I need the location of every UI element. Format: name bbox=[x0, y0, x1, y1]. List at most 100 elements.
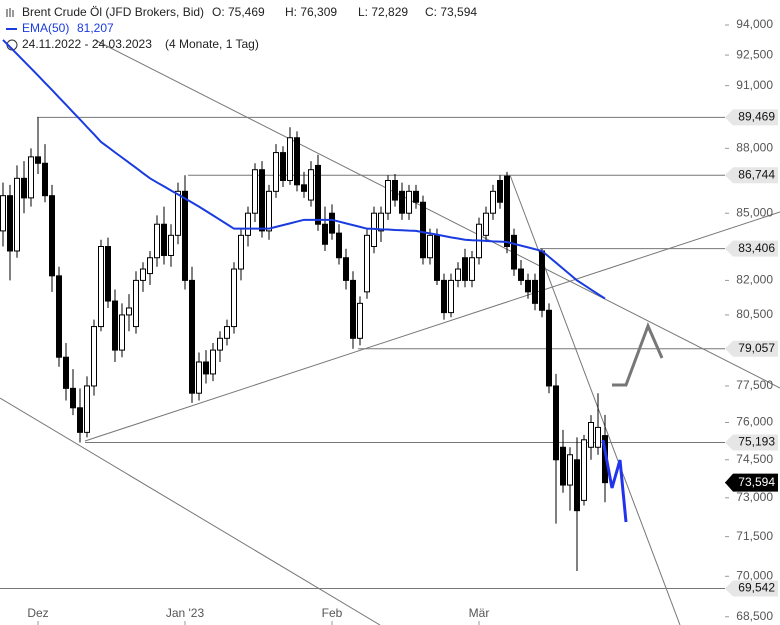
level-label: 86,744 bbox=[738, 167, 775, 181]
candle-body bbox=[126, 307, 132, 316]
candle-body bbox=[581, 439, 587, 501]
y-tick-label: 85,000 bbox=[736, 205, 773, 219]
trend-line bbox=[0, 397, 381, 625]
candle-body bbox=[245, 212, 251, 236]
y-tick-label: 91,000 bbox=[736, 78, 773, 92]
candle-body bbox=[259, 169, 265, 232]
candle-body bbox=[518, 268, 524, 281]
y-tick-label: 74,500 bbox=[736, 452, 773, 466]
candle-body bbox=[364, 234, 370, 293]
candle-body bbox=[553, 385, 559, 461]
y-tick-label: 82,000 bbox=[736, 273, 773, 287]
candle-body bbox=[217, 337, 223, 351]
candle-body bbox=[378, 212, 384, 232]
candle-body bbox=[21, 177, 27, 199]
y-tick-label: 88,000 bbox=[736, 141, 773, 155]
candle-body bbox=[357, 302, 363, 339]
candle-body bbox=[462, 257, 468, 281]
level-label: 83,406 bbox=[738, 241, 775, 255]
y-tick-label: 68,500 bbox=[736, 609, 773, 623]
instrument-title: Brent Crude Öl (JFD Brokers, Bid) bbox=[22, 5, 204, 19]
candle-body bbox=[287, 137, 293, 181]
candle-body bbox=[56, 275, 62, 358]
level-label: 75,193 bbox=[738, 435, 775, 449]
level-label: 89,469 bbox=[738, 110, 775, 124]
y-tick-label: 80,500 bbox=[736, 307, 773, 321]
candle-body bbox=[336, 232, 342, 259]
x-tick-label: Feb bbox=[322, 606, 343, 620]
ohlc-label: O: 75,469 bbox=[212, 5, 265, 19]
y-tick-label: 73,000 bbox=[736, 490, 773, 504]
x-tick-label: Dez bbox=[27, 606, 48, 620]
candle-body bbox=[112, 300, 118, 351]
candle-body bbox=[483, 212, 489, 236]
candle-body bbox=[140, 268, 146, 281]
candle-body bbox=[420, 201, 426, 259]
candle-body bbox=[133, 279, 139, 328]
ohlc-label: L: 72,829 bbox=[358, 5, 408, 19]
x-tick-label: Jan '23 bbox=[166, 606, 205, 620]
candle-body bbox=[182, 190, 188, 281]
candle-body bbox=[196, 361, 202, 394]
ohlc-label: H: 76,309 bbox=[285, 5, 337, 19]
candle-body bbox=[392, 179, 398, 201]
candle-body bbox=[105, 246, 111, 302]
candle-body bbox=[329, 212, 335, 234]
candle-body bbox=[504, 175, 510, 248]
candle-body bbox=[35, 156, 41, 164]
candle-body bbox=[28, 156, 34, 199]
candle-body bbox=[224, 326, 230, 339]
level-label-bg bbox=[725, 240, 778, 257]
candle-body bbox=[560, 446, 566, 486]
candle-body bbox=[595, 426, 601, 448]
candle-body bbox=[525, 279, 531, 293]
candle-body bbox=[455, 268, 461, 281]
ema-line bbox=[2, 39, 606, 300]
candle-body bbox=[294, 137, 300, 186]
y-tick-label: 71,500 bbox=[736, 529, 773, 543]
y-tick-label: 94,000 bbox=[736, 17, 773, 31]
candle-body bbox=[266, 190, 272, 232]
candle-body bbox=[119, 314, 125, 351]
candle-body bbox=[63, 356, 69, 389]
candle-body bbox=[427, 234, 433, 259]
candle-body bbox=[469, 257, 475, 281]
icon bbox=[6, 8, 14, 17]
x-tick-label: Mär bbox=[469, 606, 490, 620]
ema-label: EMA(50) bbox=[22, 21, 69, 35]
candle-body bbox=[511, 234, 517, 270]
candle-body bbox=[168, 234, 174, 256]
candle-body bbox=[154, 223, 160, 259]
level-label-bg bbox=[725, 167, 778, 184]
y-tick-label: 77,500 bbox=[736, 378, 773, 392]
forecast-arrow bbox=[601, 439, 628, 523]
candle-body bbox=[238, 234, 244, 270]
candle-body bbox=[203, 361, 209, 375]
level-label: 69,542 bbox=[738, 581, 775, 595]
candle-body bbox=[315, 164, 321, 225]
candle-body bbox=[546, 309, 552, 387]
candle-body bbox=[147, 257, 153, 275]
candle-body bbox=[98, 246, 104, 328]
level-label-bg bbox=[725, 340, 778, 357]
candle-body bbox=[70, 387, 76, 409]
candle-body bbox=[175, 190, 181, 236]
y-tick-label: 76,000 bbox=[736, 415, 773, 429]
candle-body bbox=[448, 279, 454, 314]
period: 24.11.2022 - 24.03.2023 bbox=[22, 37, 152, 51]
candle-body bbox=[77, 407, 83, 433]
y-tick-label: 92,500 bbox=[736, 47, 773, 61]
candle-body bbox=[385, 179, 391, 214]
candle-body bbox=[490, 190, 496, 214]
candle-body bbox=[406, 190, 412, 214]
candle-body bbox=[231, 268, 237, 328]
candle-body bbox=[42, 162, 48, 197]
level-label: 79,057 bbox=[738, 341, 775, 355]
candle-body bbox=[574, 459, 580, 512]
candle-body bbox=[567, 454, 573, 486]
candle-body bbox=[399, 190, 405, 214]
candle-body bbox=[532, 279, 538, 304]
candle-body bbox=[161, 223, 167, 256]
candle-body bbox=[210, 349, 216, 375]
